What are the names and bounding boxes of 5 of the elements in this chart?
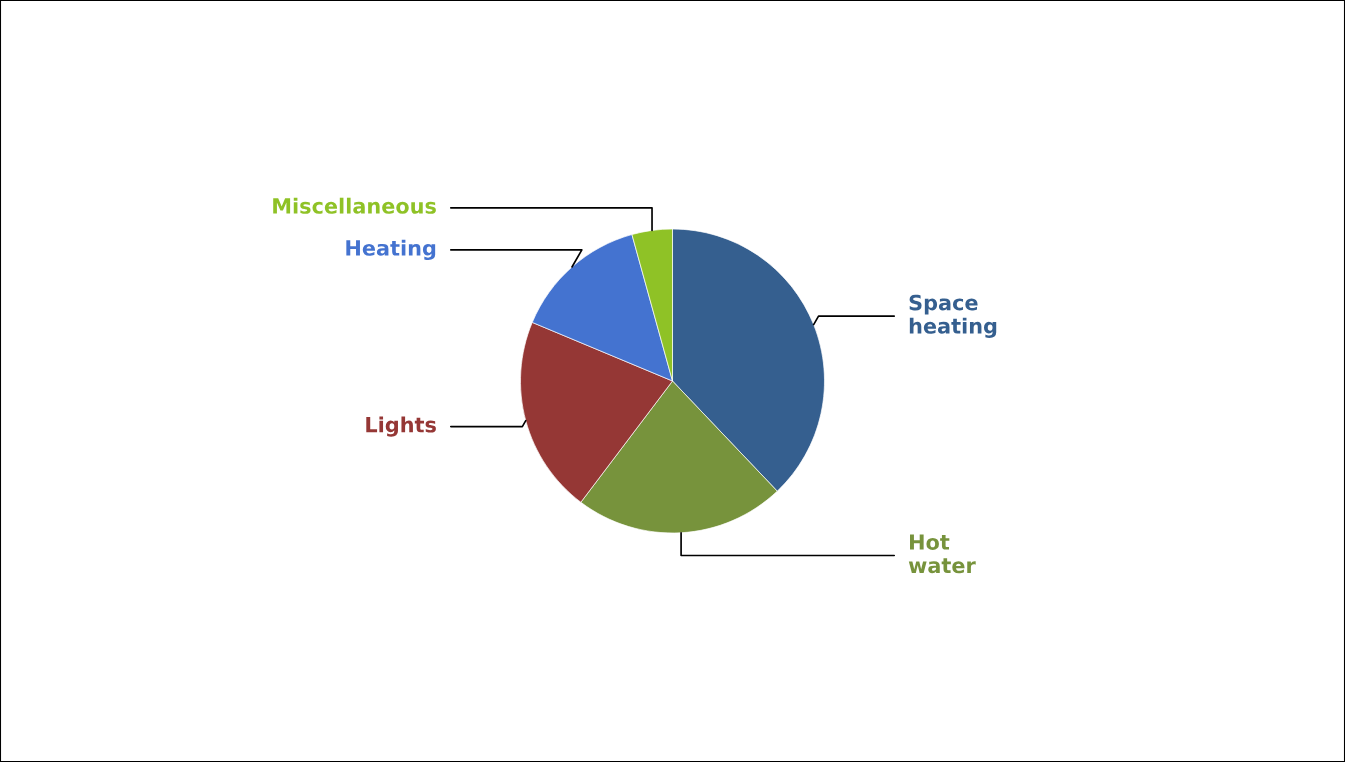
slice-label: Hot water xyxy=(908,534,976,574)
slice-label: Lights xyxy=(366,416,436,437)
slice-label: Miscellaneous xyxy=(273,197,436,214)
slice-label: Heating xyxy=(346,239,436,261)
slice-label: Space heating xyxy=(909,294,997,338)
